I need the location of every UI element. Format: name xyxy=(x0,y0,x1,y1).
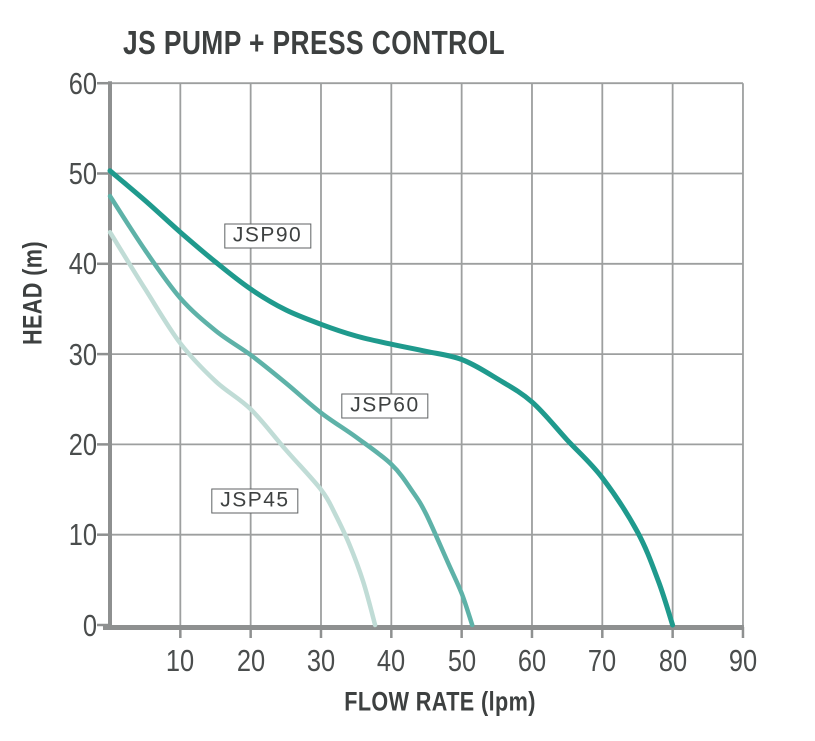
curve-label-jsp90: JSP90 xyxy=(223,223,312,249)
y-tick-label-50: 50 xyxy=(68,156,97,191)
x-tick-label-50: 50 xyxy=(447,643,476,678)
x-tick-label-60: 60 xyxy=(517,643,547,678)
curve-label-jsp45: JSP45 xyxy=(211,488,299,514)
x-tick-label-90: 90 xyxy=(728,643,758,678)
x-tick-label-80: 80 xyxy=(658,643,687,678)
x-tick-label-70: 70 xyxy=(588,643,617,678)
x-axis-title: FLOW RATE (lpm) xyxy=(344,686,536,717)
curve-jsp45 xyxy=(107,229,378,628)
chart-title: JS PUMP + PRESS CONTROL xyxy=(123,24,506,61)
y-tick-label-0: 0 xyxy=(82,607,97,643)
curve-jsp90 xyxy=(107,168,676,628)
y-tick-label-10: 10 xyxy=(68,517,97,553)
curve-label-jsp60: JSP60 xyxy=(341,393,429,419)
curve-jsp60 xyxy=(107,193,475,628)
x-tick-label-20: 20 xyxy=(236,643,265,678)
x-tick-label-30: 30 xyxy=(306,643,336,678)
y-tick-label-60: 60 xyxy=(68,65,97,101)
y-tick-label-40: 40 xyxy=(68,246,97,282)
y-tick-label-30: 30 xyxy=(68,336,97,372)
x-tick-label-40: 40 xyxy=(377,643,406,678)
x-tick-label-10: 10 xyxy=(166,643,195,678)
y-tick-label-20: 20 xyxy=(68,426,97,462)
